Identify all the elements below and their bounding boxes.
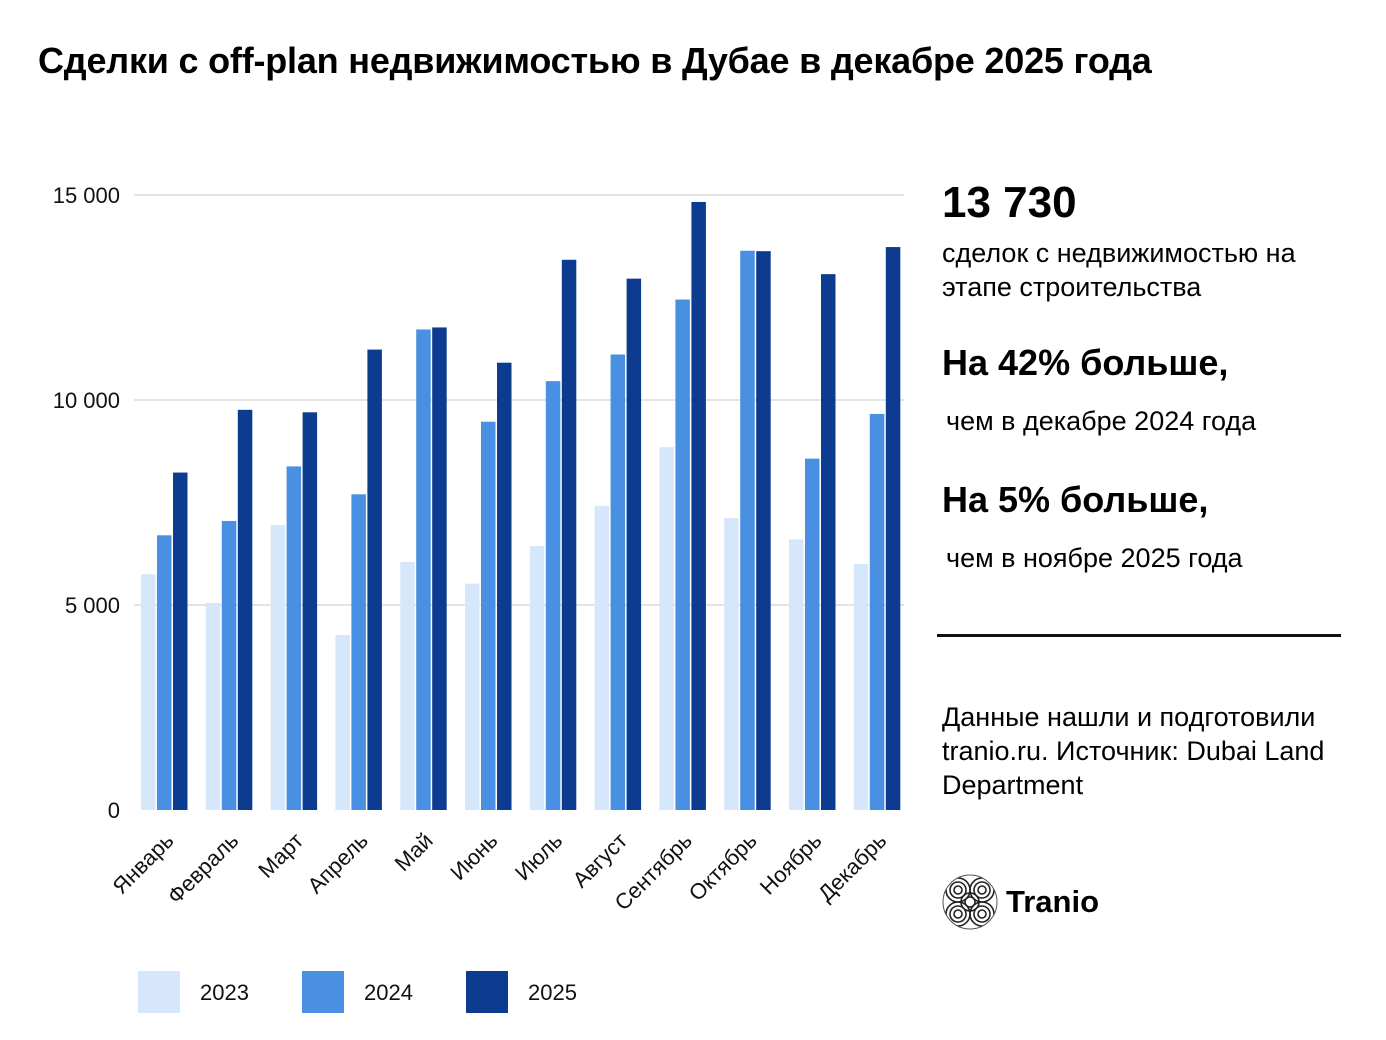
legend: 2023 2024 2025 xyxy=(138,971,577,1013)
bar-2024 xyxy=(675,299,690,810)
bar-2024 xyxy=(610,354,626,810)
bar-2023 xyxy=(335,634,350,810)
bars xyxy=(141,201,901,811)
legend-swatch-2024 xyxy=(302,971,344,1013)
bar-2023 xyxy=(529,545,545,810)
bar-2025 xyxy=(367,349,382,810)
x-tick-label: Апрель xyxy=(302,828,372,898)
legend-label-2025: 2025 xyxy=(528,980,577,1005)
bar-2024 xyxy=(416,329,431,810)
bar-2023 xyxy=(659,447,674,810)
y-axis-ticks: 0 5 000 10 000 15 000 xyxy=(53,183,120,823)
x-tick-label: Февраль xyxy=(162,828,243,909)
bar-2023 xyxy=(141,574,156,810)
x-tick-label: Октябрь xyxy=(684,828,762,906)
bar-2025 xyxy=(432,327,447,810)
bar-2025 xyxy=(691,201,706,811)
bar-2023 xyxy=(205,602,221,810)
x-tick-label: Март xyxy=(253,828,308,883)
bar-2025 xyxy=(561,259,577,810)
bar-2023 xyxy=(465,583,480,810)
legend-swatch-2023 xyxy=(138,971,180,1013)
bar-2025 xyxy=(237,409,253,810)
source-note: Данные нашли и подготовили tranio.ru. Ис… xyxy=(942,702,1325,800)
x-tick-label: Июнь xyxy=(445,828,502,885)
bar-2025 xyxy=(626,278,642,810)
bar-2024 xyxy=(869,413,885,810)
y-tick-label: 10 000 xyxy=(53,388,120,413)
bar-2024 xyxy=(351,494,366,810)
yoy-change-caption: чем в декабре 2024 года xyxy=(946,406,1257,436)
x-tick-label: Июль xyxy=(510,828,567,885)
bar-2024 xyxy=(805,458,820,810)
y-tick-label: 5 000 xyxy=(65,593,120,618)
bar-2025 xyxy=(821,274,836,810)
legend-label-2024: 2024 xyxy=(364,980,413,1005)
bar-2024 xyxy=(286,466,302,810)
chart-title: Сделки с off-plan недвижимостью в Дубае … xyxy=(38,40,1152,81)
grid-lines xyxy=(134,194,904,606)
bar-2025 xyxy=(497,362,512,810)
bar-2023 xyxy=(789,539,804,810)
legend-swatch-2025 xyxy=(466,971,508,1013)
yoy-change-heading: На 42% больше, xyxy=(942,342,1229,383)
bar-2025 xyxy=(756,251,771,811)
tranio-logo-icon xyxy=(942,874,998,930)
bar-2024 xyxy=(157,535,172,810)
bar-2023 xyxy=(594,505,610,810)
bar-2024 xyxy=(545,381,561,810)
x-tick-label: Май xyxy=(390,828,438,876)
bar-2024 xyxy=(221,520,237,810)
bar-2025 xyxy=(885,247,901,810)
y-tick-label: 15 000 xyxy=(53,183,120,208)
total-deals-value: 13 730 xyxy=(942,178,1077,227)
bar-2023 xyxy=(400,561,415,810)
bar-2023 xyxy=(724,518,739,810)
bar-2023 xyxy=(853,564,869,810)
x-tick-label: Август xyxy=(568,828,633,893)
total-deals-caption: сделок с недвижимостью на этапе строител… xyxy=(942,238,1296,302)
x-tick-label: Декабрь xyxy=(813,828,891,906)
mom-change-heading: На 5% больше, xyxy=(942,479,1209,520)
divider xyxy=(937,634,1341,637)
y-tick-label: 0 xyxy=(108,798,120,823)
brand-logo: Tranio xyxy=(942,874,1099,930)
brand-name: Tranio xyxy=(1006,884,1100,919)
bar-2025 xyxy=(302,412,318,810)
bar-2024 xyxy=(481,421,496,810)
bar-2025 xyxy=(173,472,188,810)
bar-2024 xyxy=(740,250,755,810)
bar-2023 xyxy=(270,525,286,810)
legend-label-2023: 2023 xyxy=(200,980,249,1005)
mom-change-caption: чем в ноябре 2025 года xyxy=(946,543,1243,573)
